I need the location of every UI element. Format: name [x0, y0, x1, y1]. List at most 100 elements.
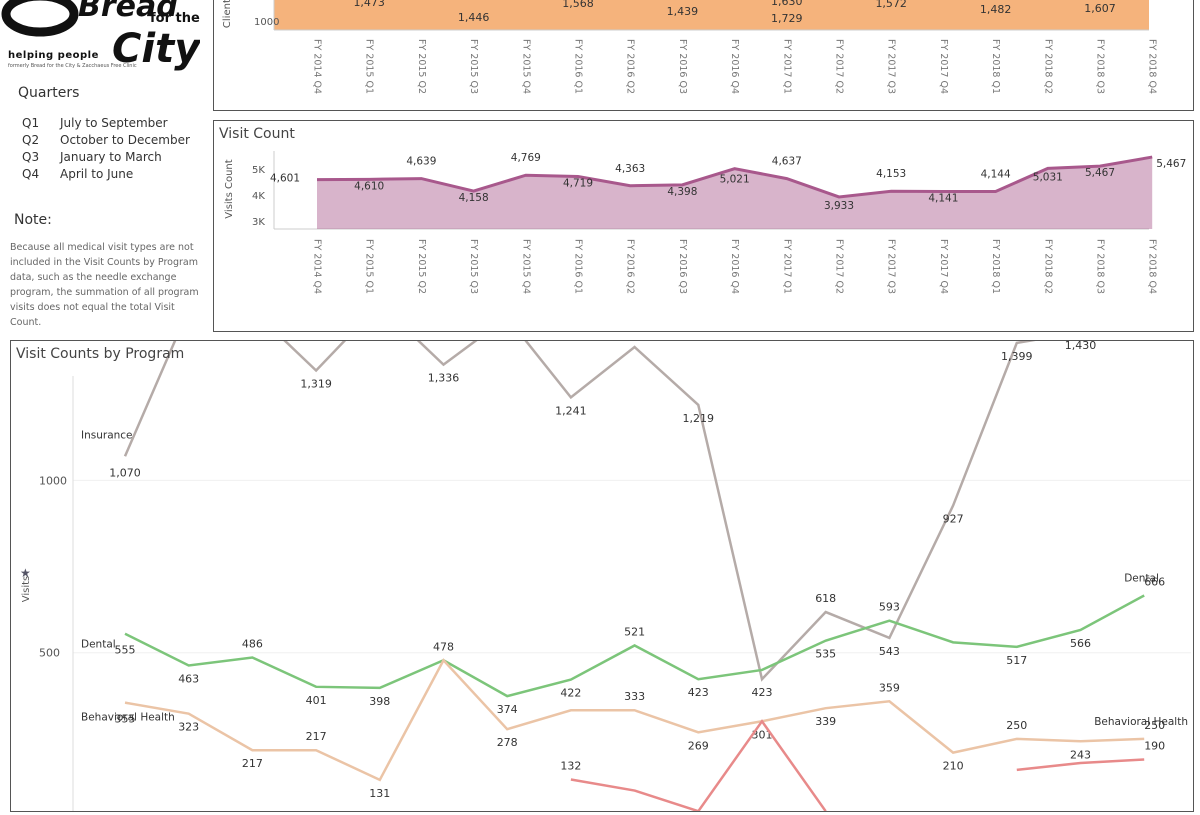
visit-count-data-label: 4,610	[354, 180, 384, 192]
x-tick-label: FY 2016 Q1	[573, 239, 584, 294]
x-tick-label: FY 2015 Q1	[364, 39, 375, 94]
program-data-label: 190	[1144, 740, 1165, 753]
clients-data-label: 1,446	[458, 11, 490, 24]
y-tick-label: 500	[39, 647, 60, 660]
visit-count-data-label: 4,144	[981, 168, 1011, 180]
program-data-label: 423	[752, 686, 773, 699]
series-name-left: Dental	[81, 639, 116, 651]
program-series-line	[124, 594, 1145, 698]
clients-data-label: 1,482	[980, 3, 1012, 16]
x-tick-label: FY 2016 Q4	[729, 39, 740, 94]
bread-for-the-city-logo[interactable]: Bread for the City	[0, 0, 202, 72]
x-tick-label: FY 2017 Q1	[781, 39, 792, 94]
visit-count-title: Visit Count	[219, 126, 295, 142]
x-tick-label: FY 2015 Q1	[364, 239, 375, 294]
program-data-label: 566	[1070, 637, 1091, 650]
program-data-label: 1,241	[555, 404, 587, 417]
visit-count-area	[317, 157, 1153, 229]
quarter-code: Q2	[22, 133, 40, 147]
y-axis-label: Visits	[21, 576, 32, 603]
x-tick-label: FY 2015 Q2	[416, 239, 427, 294]
clients-area-chart[interactable]: 1000 Clients 1,473 1,446 1,568 1,439 1,729 1,63…	[214, 0, 1193, 110]
clients-area	[274, 0, 1149, 30]
program-data-label: 535	[815, 648, 836, 661]
note-text: Because all medical visit types are not …	[10, 242, 199, 328]
x-tick-label: FY 2015 Q4	[520, 239, 531, 294]
program-series-line	[570, 719, 1145, 813]
program-data-label: 250	[1006, 719, 1027, 732]
visit-count-data-label: 4,141	[928, 193, 958, 205]
x-tick-label: FY 2018 Q2	[1042, 239, 1053, 294]
program-data-label: 543	[879, 645, 900, 658]
program-title: Visit Counts by Program	[16, 346, 185, 362]
x-tick-label: FY 2018 Q3	[1095, 239, 1106, 294]
visit-count-data-label: 5,021	[720, 174, 750, 186]
clients-data-label: 1,473	[353, 0, 385, 9]
program-data-label: 666	[1144, 575, 1165, 588]
y-axis-label: Visits Count	[224, 159, 235, 218]
program-data-label: 423	[688, 686, 709, 699]
program-data-label: 250	[1144, 719, 1165, 732]
program-panel: Visit Counts by Program 2500200015001000…	[10, 0, 1194, 813]
quarter-code: Q1	[22, 116, 40, 130]
program-data-label: 478	[433, 640, 454, 653]
quarter-row-q1: Q1 July to September	[22, 115, 190, 132]
quarter-row-q4: Q4 April to June	[22, 166, 190, 183]
x-tick-label: FY 2017 Q2	[834, 39, 845, 94]
program-data-label: 401	[306, 694, 327, 707]
note-title: Note:	[14, 212, 52, 228]
program-data-label: 269	[688, 739, 709, 752]
logo-subline: formerly Bread for the City & Zacchaeus …	[8, 63, 137, 69]
program-data-label: 333	[624, 690, 645, 703]
visit-count-data-label: 4,153	[876, 168, 906, 180]
series-name-left: Insurance	[81, 429, 133, 441]
program-data-label: 521	[624, 625, 645, 638]
program-series-line	[124, 658, 1145, 782]
logo-word-city: City	[112, 26, 200, 72]
program-data-label: 1,336	[428, 372, 460, 385]
program-data-label: 132	[560, 760, 581, 773]
quarter-range: January to March	[60, 150, 162, 164]
x-tick-label: FY 2017 Q1	[781, 239, 792, 294]
x-tick-label: FY 2017 Q4	[938, 39, 949, 94]
clients-data-label: 1,572	[875, 0, 907, 10]
x-tick-label: FY 2016 Q1	[573, 39, 584, 94]
program-data-label: 355	[115, 713, 136, 726]
y-tick-label: 1000	[254, 17, 279, 28]
visit-count-data-label: 4,398	[667, 186, 697, 198]
y-tick-label: 3K	[252, 217, 265, 228]
program-data-label: 359	[879, 681, 900, 694]
x-tick-label: FY 2015 Q2	[416, 39, 427, 94]
series-name-right: Dental	[1124, 572, 1159, 584]
visit-count-data-label: 4,363	[615, 163, 645, 175]
program-data-label: 278	[497, 736, 518, 749]
program-data-label: 243	[1070, 748, 1091, 761]
program-data-label: 593	[879, 601, 900, 614]
program-series-line	[123, 302, 1145, 682]
x-tick-label: FY 2014 Q4	[312, 239, 323, 294]
x-tick-label: FY 2017 Q3	[886, 239, 897, 294]
program-data-label: 210	[943, 760, 964, 773]
visit-count-panel: Visit Count 5K 4K 3K Visits Count 4,601 4,610…	[213, 120, 1194, 332]
program-data-label: 463	[178, 672, 199, 685]
program-data-label: 1,070	[109, 466, 141, 479]
visit-count-data-label: 4,639	[406, 156, 436, 168]
x-tick-label: FY 2014 Q4	[312, 39, 323, 94]
visit-count-data-label: 4,719	[563, 178, 593, 190]
x-tick-label: FY 2018 Q2	[1042, 39, 1053, 94]
program-data-label: 301	[752, 728, 773, 741]
clients-panel: 1000 Clients 1,473 1,446 1,568 1,439 1,729 1,63…	[213, 0, 1194, 111]
visit-count-area-chart[interactable]: 5K 4K 3K Visits Count 4,601 4,610 4,639 4,158 4,…	[214, 121, 1193, 331]
quarter-code: Q3	[22, 150, 40, 164]
program-data-label: 1,319	[300, 377, 332, 390]
program-data-label: 555	[115, 644, 136, 657]
program-line-chart[interactable]: 2500200015001000500Visits★2,3802,1012,22…	[11, 0, 1193, 813]
x-tick-label: FY 2015 Q4	[520, 39, 531, 94]
clients-data-label: 1,729	[771, 12, 803, 25]
y-tick-label: 4K	[252, 191, 265, 202]
logo-mark: Bread for the City	[1, 0, 202, 72]
x-tick-label: FY 2018 Q3	[1095, 39, 1106, 94]
program-data-label: 339	[815, 715, 836, 728]
logo-tagline: helping people	[8, 50, 99, 61]
quarter-range: October to December	[60, 133, 190, 147]
